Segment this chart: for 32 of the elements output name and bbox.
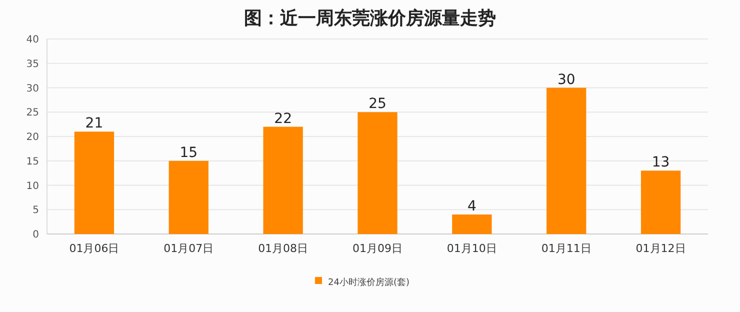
legend-label: 24小时涨价房源(套)	[328, 277, 410, 288]
bar	[74, 132, 114, 234]
bar	[452, 214, 492, 234]
bar	[263, 126, 303, 234]
y-tick-label: 35	[26, 58, 39, 70]
y-tick-label: 20	[26, 132, 39, 143]
bar	[546, 88, 586, 234]
x-tick-label: 01月11日	[541, 242, 592, 255]
data-label: 30	[557, 72, 576, 88]
y-tick-label: 10	[26, 180, 39, 192]
data-label: 21	[85, 116, 104, 132]
data-label: 25	[368, 96, 386, 112]
data-label: 15	[180, 144, 198, 161]
data-label: 13	[652, 154, 670, 171]
y-tick-label: 30	[26, 83, 39, 94]
y-tick-label: 15	[26, 156, 39, 168]
bar	[640, 170, 681, 234]
data-label: 22	[274, 110, 292, 127]
bar	[358, 112, 398, 234]
y-tick-label: 25	[26, 108, 39, 119]
y-tick-label: 5	[32, 205, 39, 216]
x-tick-label: 01月12日	[636, 242, 686, 255]
x-tick-label: 01月07日	[164, 242, 214, 255]
x-tick-label: 01月09日	[352, 242, 402, 255]
chart-title: 图：近一周东莞涨价房源量走势	[244, 8, 496, 29]
bar	[168, 160, 208, 234]
y-tick-label: 40	[26, 34, 39, 46]
y-tick-label: 0	[32, 230, 39, 240]
x-tick-label: 01月06日	[69, 242, 120, 255]
x-tick-label: 01月08日	[258, 242, 308, 255]
x-tick-label: 01月10日	[446, 242, 497, 255]
data-label: 4	[467, 198, 476, 214]
